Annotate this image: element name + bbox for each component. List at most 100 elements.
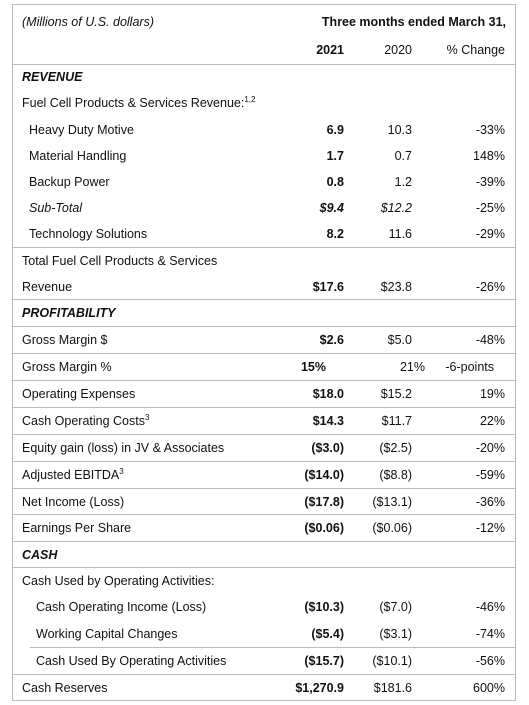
cell-value: ($8.8) xyxy=(379,468,412,482)
cell-value: ($3.1) xyxy=(379,627,412,641)
row-label: Backup Power xyxy=(29,174,110,190)
cell-value: ($5.4) xyxy=(311,627,344,641)
cell-value: ($15.7) xyxy=(304,654,344,668)
label-text: Equity gain (loss) in JV & Associates xyxy=(22,441,225,455)
row-rule xyxy=(30,647,516,648)
header-rule xyxy=(12,64,516,65)
row-label: Material Handling xyxy=(29,148,126,164)
cell-value: $12.2 xyxy=(380,201,412,215)
row-label: Heavy Duty Motive xyxy=(29,122,134,138)
row-rule xyxy=(12,514,516,515)
cell-value: $23.8 xyxy=(380,280,412,294)
row-label: Equity gain (loss) in JV & Associates xyxy=(22,440,224,456)
cell-value: 19% xyxy=(479,387,505,401)
label-text: Net Income (Loss) xyxy=(22,495,125,509)
cell-value: -20% xyxy=(475,441,505,455)
label-text: Technology Solutions xyxy=(29,227,148,241)
row-rule xyxy=(12,488,516,489)
cell-value: -25% xyxy=(475,201,505,215)
cell-value: $15.2 xyxy=(380,387,412,401)
label-text: PROFITABILITY xyxy=(22,306,116,320)
row-label: Gross Margin $ xyxy=(22,332,107,348)
row-label: Cash Reserves xyxy=(22,680,107,696)
row-rule xyxy=(12,674,516,675)
cell-value: ($17.8) xyxy=(304,495,344,509)
cell-value: 0.7 xyxy=(394,149,412,163)
cell-value: 22% xyxy=(479,414,505,428)
column-header: % Change xyxy=(446,43,505,57)
label-text: Earnings Per Share xyxy=(22,521,132,535)
row-rule xyxy=(12,434,516,435)
cell-value: 6.9 xyxy=(326,123,344,137)
cell-value: $11.7 xyxy=(381,414,412,428)
cell-value: ($10.3) xyxy=(304,600,344,614)
cell-value: $5.0 xyxy=(387,333,412,347)
cell-value: ($13.1) xyxy=(372,495,412,509)
row-rule xyxy=(12,353,516,354)
cell-value: -33% xyxy=(475,123,505,137)
cell-value: -48% xyxy=(475,333,505,347)
cell-value: -59% xyxy=(475,468,505,482)
row-label: Sub-Total xyxy=(29,200,82,216)
label-text: Backup Power xyxy=(29,175,110,189)
row-label: Gross Margin % xyxy=(22,359,112,375)
row-label: Cash Used by Operating Activities: xyxy=(22,573,214,589)
cell-value: 1.2 xyxy=(394,175,412,189)
row-rule xyxy=(12,567,516,568)
column-header: 2020 xyxy=(384,43,412,57)
cell-value: 21% xyxy=(399,360,425,374)
cell-value: $181.6 xyxy=(373,681,412,695)
section-heading: REVENUE xyxy=(22,69,82,85)
label-text: Cash Reserves xyxy=(22,681,108,695)
cell-value: $18.0 xyxy=(312,387,344,401)
label-text: Fuel Cell Products & Services Revenue: xyxy=(22,96,245,110)
label-text: Material Handling xyxy=(29,149,127,163)
cell-value: $17.6 xyxy=(312,280,344,294)
cell-value: 15% xyxy=(300,360,326,374)
cell-value: 8.2 xyxy=(326,227,344,241)
label-text: Cash Operating Costs xyxy=(22,414,145,428)
row-label: Earnings Per Share xyxy=(22,520,131,536)
table-border xyxy=(12,4,516,701)
row-rule xyxy=(12,247,516,248)
cell-value: 0.8 xyxy=(326,175,344,189)
footnote-ref: 3 xyxy=(119,467,124,476)
label-text: Operating Expenses xyxy=(22,387,136,401)
label-text: Revenue xyxy=(22,280,73,294)
footnote-ref: 1,2 xyxy=(244,95,256,104)
label-text: Gross Margin % xyxy=(22,360,112,374)
cell-value: -12% xyxy=(475,521,505,535)
label-text: REVENUE xyxy=(22,70,83,84)
cell-value: ($0.06) xyxy=(372,521,412,535)
footnote-ref: 3 xyxy=(144,413,150,422)
label-text: Cash Used by Operating Activities: xyxy=(22,574,215,588)
units-label: (Millions of U.S. dollars) xyxy=(22,15,154,29)
label-text: Adjusted EBITDA xyxy=(22,468,120,482)
row-label: Adjusted EBITDA3 xyxy=(22,467,124,483)
row-label: Revenue xyxy=(22,279,72,295)
label-text: Gross Margin $ xyxy=(22,333,108,347)
cell-value: -74% xyxy=(475,627,505,641)
row-label: Cash Operating Costs3 xyxy=(22,413,149,429)
cell-value: $14.3 xyxy=(312,414,344,428)
label-text: Sub-Total xyxy=(29,201,83,215)
cell-value: -26% xyxy=(475,280,505,294)
cell-value: -36% xyxy=(475,495,505,509)
row-label: Working Capital Changes xyxy=(36,626,178,642)
label-text: Total Fuel Cell Products & Services xyxy=(22,254,218,268)
section-heading: PROFITABILITY xyxy=(22,305,116,321)
section-heading: CASH xyxy=(22,547,57,563)
row-rule xyxy=(12,461,516,462)
cell-value: ($0.06) xyxy=(304,521,344,535)
row-label: Operating Expenses xyxy=(22,386,135,402)
period-header: Three months ended March 31, xyxy=(321,15,506,29)
row-label: Cash Used By Operating Activities xyxy=(36,653,226,669)
cell-value: $2.6 xyxy=(319,333,344,347)
row-label: Total Fuel Cell Products & Services xyxy=(22,253,217,269)
row-rule xyxy=(12,326,516,327)
row-label: Technology Solutions xyxy=(29,226,147,242)
row-label: Net Income (Loss) xyxy=(22,494,124,510)
cell-value: -46% xyxy=(475,600,505,614)
cell-value: -6-points xyxy=(445,360,494,374)
